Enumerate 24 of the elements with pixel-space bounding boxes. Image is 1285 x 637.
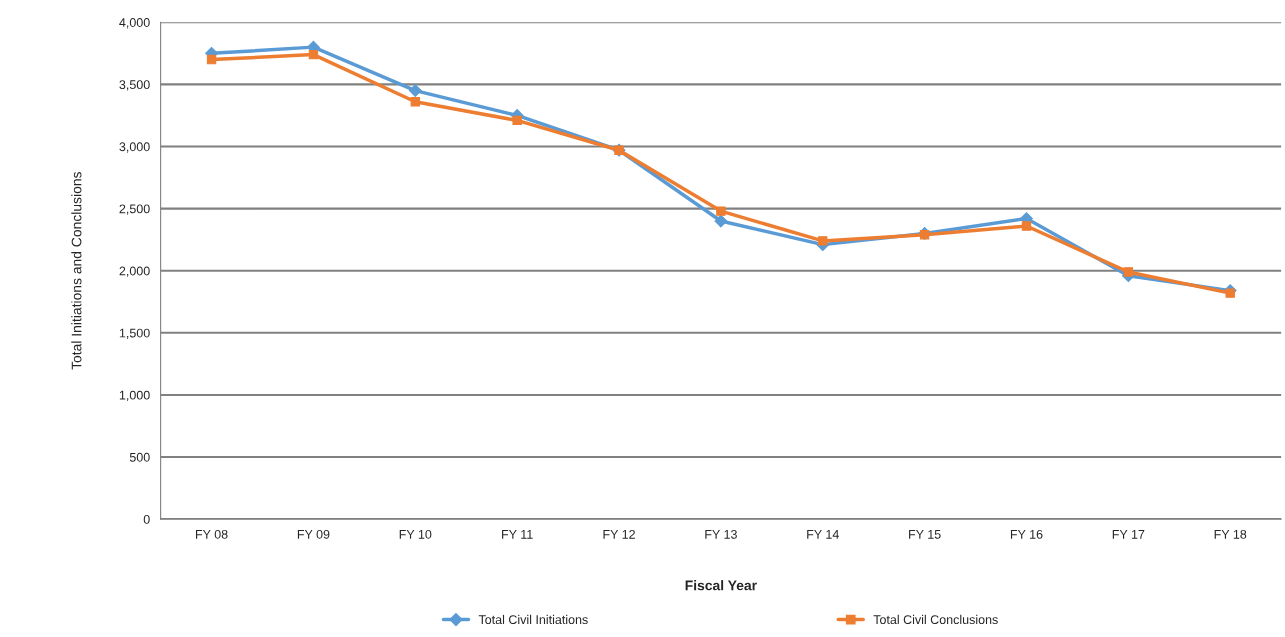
y-tick-label: 0	[143, 514, 150, 524]
x-tick-label: FY 14	[807, 530, 839, 539]
legend-label: Total Civil Initiations	[478, 614, 588, 625]
y-tick-label: 4,000	[119, 18, 150, 29]
x-tick-label: FY 09	[297, 529, 330, 539]
x-tick-label: FY 15	[909, 530, 941, 539]
x-tick-label: FY 11	[502, 530, 533, 539]
legend-label: Total Civil Conclusions	[873, 614, 998, 625]
x-tick-label: FY 16	[1010, 529, 1043, 539]
x-tick-label: FY 18	[1214, 529, 1247, 539]
x-tick-label: FY 13	[705, 529, 737, 539]
x-tick-label: FY 12	[603, 529, 635, 539]
y-tick-label: 3,000	[119, 142, 150, 153]
y-tick-label: 500	[129, 452, 150, 462]
y-axis-title: Total Initiations and Conclusions	[71, 172, 82, 370]
y-tick-label: 2,000	[119, 266, 150, 277]
y-tick-label: 1,000	[119, 390, 150, 402]
x-axis-title: Fiscal Year	[685, 580, 757, 591]
y-tick-label: 1,500	[119, 328, 150, 339]
x-tick-label: FY 17	[1112, 530, 1145, 539]
x-tick-label: FY 10	[399, 529, 432, 539]
x-tick-label: FY 08	[196, 529, 228, 539]
y-tick-label: 2,500	[119, 204, 150, 215]
y-tick-label: 3,500	[119, 80, 150, 91]
